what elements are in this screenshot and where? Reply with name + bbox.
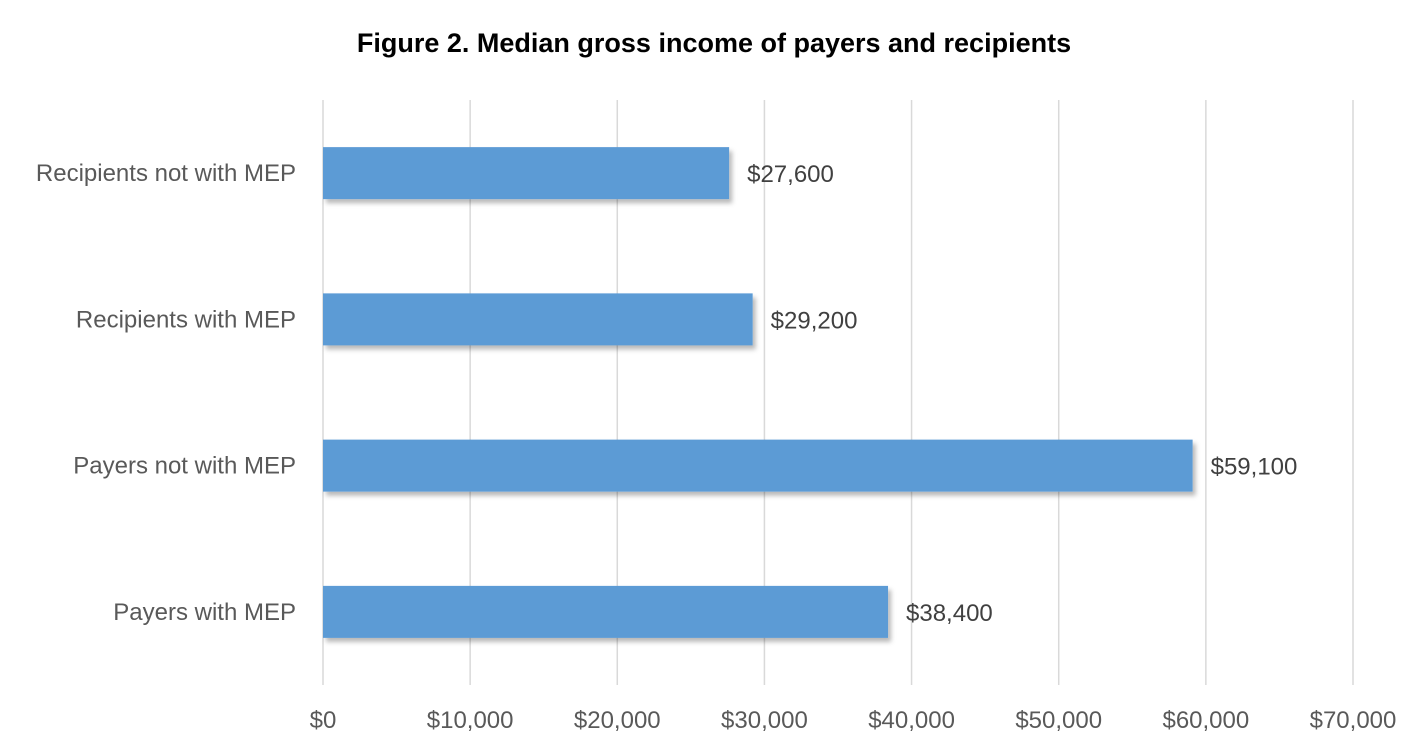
category-label: Recipients not with MEP (36, 160, 296, 187)
x-tick-label: $40,000 (868, 707, 955, 734)
category-label: Payers with MEP (113, 599, 296, 626)
category-labels: Recipients not with MEP Recipients with M… (36, 160, 296, 626)
bar (323, 147, 730, 200)
data-label: $38,400 (906, 600, 993, 627)
x-tick-label: $20,000 (574, 707, 661, 734)
data-label: $59,100 (1211, 454, 1298, 481)
category-label: Recipients with MEP (76, 306, 296, 333)
data-label: $29,200 (771, 307, 858, 334)
x-axis-tick-labels: $0 $10,000 $20,000 $30,000 $40,000 $50,000 $60… (310, 707, 1397, 734)
x-tick-label: $0 (310, 707, 337, 734)
bar (323, 293, 753, 346)
data-label: $27,600 (747, 161, 834, 188)
data-labels: $27,600 $29,200 $59,100 $38,400 (747, 161, 1297, 627)
chart-title: Figure 2. Median gross income of payers … (357, 28, 1071, 58)
bar (323, 585, 889, 638)
x-tick-label: $10,000 (427, 707, 514, 734)
x-tick-label: $30,000 (721, 707, 808, 734)
bar (323, 439, 1193, 492)
x-tick-label: $50,000 (1015, 707, 1102, 734)
bars (323, 147, 1193, 638)
x-tick-label: $60,000 (1162, 707, 1249, 734)
category-label: Payers not with MEP (73, 453, 296, 480)
x-tick-label: $70,000 (1310, 707, 1397, 734)
